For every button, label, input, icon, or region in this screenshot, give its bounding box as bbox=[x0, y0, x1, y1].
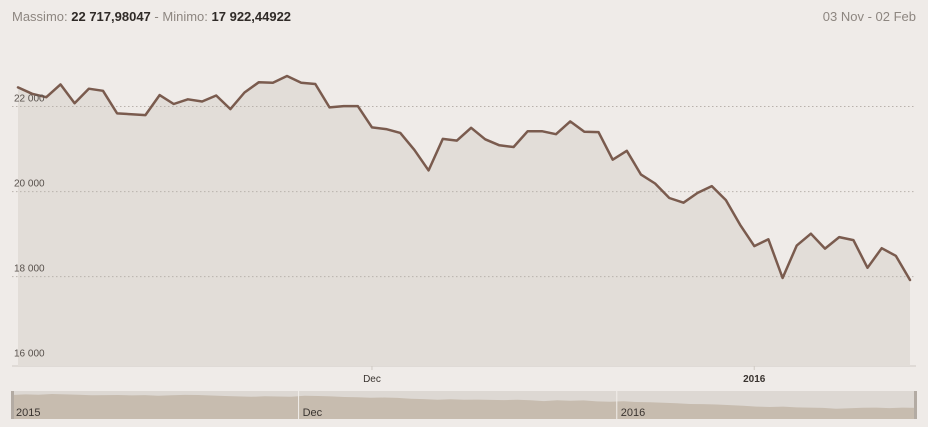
series-line bbox=[16, 74, 912, 282]
x-tick-labels: Dec2016Feb bbox=[363, 366, 766, 385]
date-range: 03 Nov - 02 Feb bbox=[822, 9, 916, 24]
y-tick-label: 22 000 bbox=[14, 94, 45, 105]
header-separator: - bbox=[154, 9, 159, 24]
y-tick-label: 20 000 bbox=[14, 179, 45, 190]
max-label: Massimo: bbox=[12, 9, 68, 24]
navigator-handle-left[interactable] bbox=[11, 391, 14, 419]
x-tick-label: Dec bbox=[363, 374, 381, 385]
x-tick-label: 2016 bbox=[743, 374, 766, 385]
area-layer bbox=[18, 76, 910, 366]
min-label: Minimo: bbox=[162, 9, 208, 24]
y-tick-label: 16 000 bbox=[14, 349, 45, 360]
navigator-label: 2016 bbox=[621, 407, 645, 419]
navigator-area bbox=[12, 394, 916, 419]
y-tick-label: 18 000 bbox=[14, 264, 45, 275]
navigator-label: 2015 bbox=[16, 407, 40, 419]
max-value: 22 717,98047 bbox=[71, 9, 151, 24]
line-layer bbox=[16, 74, 912, 282]
chart-header: Massimo: 22 717,98047 - Minimo: 17 922,4… bbox=[12, 9, 916, 27]
y-tick-labels: 16 000 18 000 20 000 22 000 bbox=[14, 94, 45, 360]
series-area bbox=[18, 76, 910, 366]
min-value: 17 922,44922 bbox=[211, 9, 292, 24]
navigator-label: Dec bbox=[303, 407, 323, 419]
grid-layer bbox=[12, 106, 916, 278]
navigator-handle-right[interactable] bbox=[914, 391, 917, 419]
navigator[interactable]: 2015 Dec 2016 bbox=[11, 391, 917, 419]
